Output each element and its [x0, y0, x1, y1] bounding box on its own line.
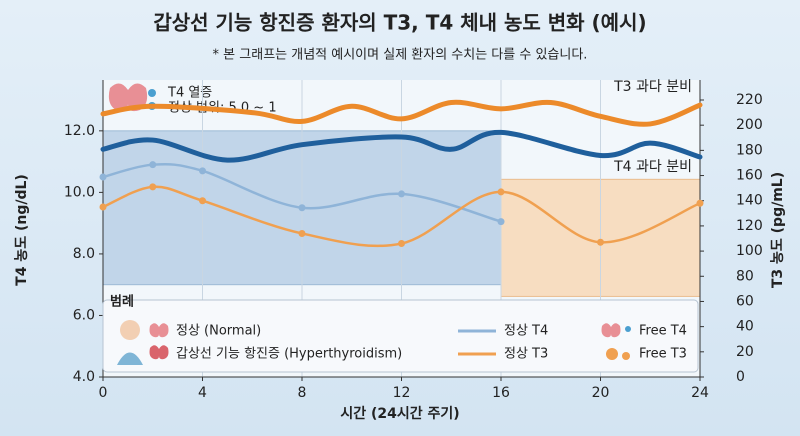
legend-label: 갑상선 기능 항진증 (Hyperthyroidism) [176, 347, 402, 362]
y-tick-label: 8.0 [73, 246, 95, 262]
legend-label: 정상 T3 [504, 347, 548, 362]
legend-label: Free T4 [639, 324, 687, 339]
data-point [497, 188, 505, 196]
data-point [99, 173, 107, 181]
y2-tick-label: 220 [736, 92, 763, 108]
y-tick-label: 12.0 [64, 123, 95, 139]
subtitle: * 본 그래프는 개념적 예시이며 실제 환자의 수치는 다를 수 있습니다. [213, 48, 588, 63]
data-point [398, 190, 405, 198]
data-point [497, 218, 505, 226]
y2-tick-label: 20 [736, 344, 754, 360]
chart-title: 갑상선 기능 항진증 환자의 T3, T4 체내 농도 변화 (예시) [153, 11, 646, 35]
data-point [99, 203, 107, 211]
x-tick-label: 24 [691, 385, 709, 401]
y2-tick-label: 160 [736, 168, 763, 184]
legend-label: 정상 (Normal) [176, 324, 261, 339]
free-t3-icon [606, 348, 618, 360]
series-line [100, 99, 703, 127]
x-tick-label: 20 [592, 385, 610, 401]
x-tick-label: 12 [393, 385, 411, 401]
data-point [199, 167, 206, 175]
data-point [298, 229, 306, 237]
data-point [149, 183, 157, 191]
y2-tick-label: 60 [736, 293, 754, 309]
data-point [149, 161, 157, 169]
data-point [696, 199, 704, 207]
free-t4-icon [601, 323, 621, 338]
y2-tick-label: 140 [736, 193, 763, 209]
legend-box [102, 299, 699, 373]
y2-tick-label: 200 [736, 117, 763, 133]
legend-label: 정상 T4 [504, 324, 548, 339]
thyroid-icon [149, 345, 169, 360]
person-icon [117, 320, 143, 365]
data-point [199, 197, 206, 205]
y2-tick-label: 100 [736, 243, 763, 259]
data-point [597, 238, 604, 246]
free-t4-icon [625, 326, 631, 332]
x-tick-label: 0 [99, 385, 108, 401]
x-tick-label: 4 [198, 385, 207, 401]
x-axis-label: 시간 (24시간 주기) [340, 405, 459, 422]
y-axis-label: T4 농도 (ng/dL) [14, 174, 30, 286]
y2-tick-label: 0 [736, 369, 745, 385]
series-label: T3 과다 분비 [613, 79, 692, 95]
thyroid-icon [149, 323, 169, 338]
y-tick-label: 4.0 [73, 369, 95, 385]
y-tick-label: 6.0 [73, 307, 95, 323]
y2-tick-label: 80 [736, 268, 754, 284]
free-t3-icon [622, 352, 630, 360]
x-tick-label: 8 [298, 385, 307, 401]
data-point [398, 240, 405, 248]
annotation: T4 열증 [167, 86, 212, 101]
x-tick-label: 16 [492, 385, 510, 401]
series-line [101, 185, 702, 248]
legend-label: Free T3 [639, 347, 687, 362]
data-point [298, 204, 306, 212]
series-label: T4 과다 분비 [613, 159, 692, 175]
y2-tick-label: 40 [736, 319, 754, 335]
series-line [100, 129, 703, 163]
y2-tick-label: 120 [736, 218, 763, 234]
y2-axis-label: T3 농도 (pg/mL) [770, 172, 786, 288]
legend-title: 범례 [110, 294, 134, 310]
y2-tick-label: 180 [736, 142, 763, 158]
y-tick-label: 10.0 [64, 184, 95, 200]
